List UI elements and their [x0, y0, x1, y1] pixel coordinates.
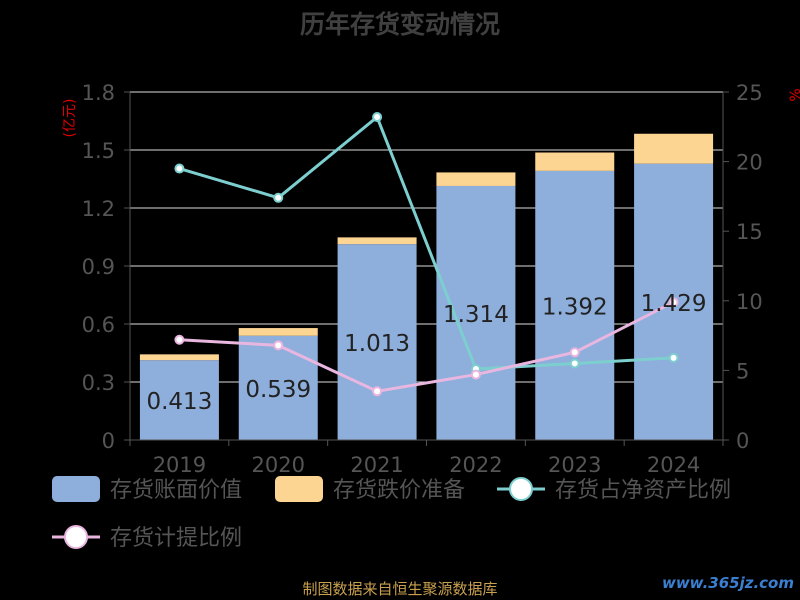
line-point[interactable] [174, 163, 185, 174]
y-left-tick-label: 0 [102, 429, 115, 453]
bar-impairment-provision[interactable] [238, 328, 318, 336]
bar-book-value[interactable] [139, 360, 219, 440]
legend-item[interactable]: 存货跌价准备 [275, 476, 465, 503]
y-left-tick-label: 0.6 [82, 313, 115, 337]
legend-marker [64, 525, 88, 549]
bar-value-label: 0.413 [146, 389, 212, 415]
line-point[interactable] [569, 347, 580, 358]
y-left-tick-label: 1.5 [82, 139, 115, 163]
bar-impairment-provision[interactable] [337, 237, 417, 245]
legend-item[interactable]: 存货占净资产比例 [497, 477, 731, 503]
bar-book-value[interactable] [436, 185, 516, 440]
line-point[interactable] [273, 192, 284, 203]
line-point[interactable] [668, 352, 679, 363]
y-right-tick-label: 5 [736, 359, 749, 383]
bar-impairment-provision[interactable] [436, 172, 516, 186]
line-point[interactable] [470, 369, 481, 380]
y-axis-right-unit: % [788, 88, 800, 101]
x-tick-label: 2020 [252, 453, 305, 477]
legend-label: 存货跌价准备 [333, 478, 465, 503]
gridlines [130, 91, 723, 383]
x-tick-label: 2021 [350, 453, 403, 477]
bar-impairment-provision[interactable] [139, 354, 219, 361]
x-tick-label: 2022 [449, 453, 502, 477]
line-point[interactable] [569, 358, 580, 369]
legend-swatch [275, 476, 323, 502]
bar-impairment-provision[interactable] [634, 133, 714, 164]
bar-value-label: 1.314 [443, 302, 509, 328]
line-point[interactable] [174, 334, 185, 345]
bar-value-label: 0.539 [245, 377, 311, 403]
y-right-tick-label: 15 [736, 220, 763, 244]
legend-swatch [52, 476, 100, 502]
line-point[interactable] [273, 340, 284, 351]
data-labels: 0.413 0.539 1.013 1.314 1.392 1.429 [146, 291, 706, 415]
y-axis-left-unit: (亿元) [62, 99, 78, 138]
x-tick-label: 2023 [548, 453, 601, 477]
y-right-tick-label: 25 [736, 81, 763, 105]
legend-label: 存货占净资产比例 [555, 478, 731, 503]
bar-book-value[interactable] [238, 335, 318, 440]
x-tick-label: 2024 [647, 453, 700, 477]
x-tick-label: 2019 [153, 453, 206, 477]
line-point[interactable] [372, 112, 383, 123]
line-provision-ratio[interactable] [179, 300, 675, 393]
y-right-tick-label: 10 [736, 290, 763, 314]
legend-item[interactable]: 存货账面价值 [52, 476, 242, 503]
bar-book-value[interactable] [535, 170, 615, 440]
axes: 0 0.3 0.6 0.9 1.2 1.5 1.8 0 5 10 15 20 25 2019 2020 202… [82, 81, 763, 477]
y-right-tick-label: 20 [736, 151, 763, 175]
y-left-tick-label: 1.8 [82, 81, 115, 105]
legend-label: 存货账面价值 [110, 478, 242, 503]
y-left-tick-label: 0.3 [82, 371, 115, 395]
chart-title: 历年存货变动情况 [300, 10, 500, 39]
line-inventory-to-net-assets[interactable] [178, 114, 674, 371]
legend-marker [509, 477, 533, 501]
y-right-tick-label: 0 [736, 429, 749, 453]
bar-value-label: 1.429 [641, 291, 707, 317]
bar-value-label: 1.013 [344, 331, 410, 357]
line-series-group [174, 112, 679, 397]
y-left-tick-label: 1.2 [82, 197, 115, 221]
bar-series-group [139, 133, 714, 440]
legend-label: 存货计提比例 [110, 526, 242, 551]
bar-book-value[interactable] [337, 244, 417, 440]
watermark: www.365jz.com [661, 574, 794, 592]
legend-item[interactable]: 存货计提比例 [52, 525, 242, 551]
line-point[interactable] [668, 297, 679, 308]
line-point[interactable] [372, 386, 383, 397]
source-footer: 制图数据来自恒生聚源数据库 [302, 580, 498, 598]
y-left-tick-label: 0.9 [82, 255, 115, 279]
bar-value-label: 1.392 [542, 294, 608, 320]
bar-impairment-provision[interactable] [535, 152, 615, 171]
